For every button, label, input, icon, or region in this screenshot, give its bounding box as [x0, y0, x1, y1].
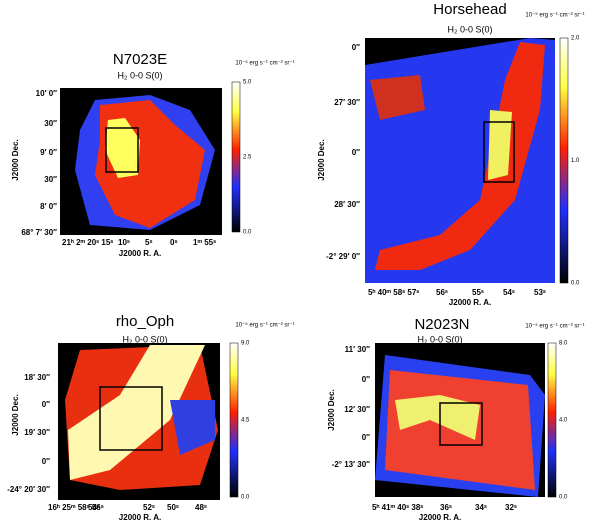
- colorbar-tick-label: 5.0: [243, 80, 252, 86]
- x-axis-label: J2000 R. A.: [119, 513, 161, 522]
- dec-tick-label: 12′ 30″: [344, 405, 370, 414]
- colorbar-tick-label: 8.0: [559, 341, 568, 347]
- ra-tick-label: 1ᵐ 55ˢ: [193, 238, 216, 247]
- ra-tick-label: 54ˢ: [503, 288, 515, 297]
- ra-tick-label: 36ˢ: [440, 503, 452, 512]
- dec-tick-label: 0″: [362, 375, 370, 384]
- ra-tick-label: 50ˢ: [167, 503, 179, 512]
- dec-tick-label: 0″: [42, 457, 50, 466]
- ra-tick-label: 32ˢ: [505, 503, 517, 512]
- dec-tick-label: 9′ 0″: [40, 148, 57, 157]
- dec-tick-label: 28′ 30″: [334, 200, 360, 209]
- ra-tick-label: 5ʰ 40ᵐ 58ˢ 57ˢ: [368, 288, 419, 297]
- colorbar-tick-label: 0.0: [571, 281, 580, 287]
- colorbar-unit: 10⁻⁵ erg s⁻¹ cm⁻² sr⁻¹: [235, 60, 294, 67]
- panel-title: rho_Oph: [116, 313, 174, 330]
- ra-tick-label: 56ˢ: [436, 288, 448, 297]
- dec-tick-label: 27′ 30″: [334, 98, 360, 107]
- colorbar: [547, 342, 557, 498]
- y-axis-label: J2000 Dec.: [11, 139, 20, 180]
- ra-tick-label: 5ʰ 41ᵐ 40ˢ 38ˢ: [372, 503, 423, 512]
- dec-tick-label: -24° 20′ 30″: [7, 485, 50, 494]
- dec-tick-label: -2° 29′ 0″: [326, 252, 360, 261]
- colorbar-tick-label: 2.5: [243, 155, 252, 161]
- dec-tick-label: 11′ 30″: [345, 345, 370, 354]
- map-image: [365, 38, 555, 283]
- dec-tick-label: 68° 7′ 30″: [21, 228, 57, 237]
- dec-tick-label: 30″: [44, 175, 57, 184]
- colorbar: [559, 37, 569, 284]
- colorbar-tick-label: 4.0: [559, 418, 568, 424]
- colorbar-tick-label: 0.0: [241, 495, 250, 501]
- colorbar-tick-label: 0.0: [559, 495, 568, 501]
- colorbar-tick-label: 9.0: [241, 341, 250, 347]
- ra-tick-label: 55ˢ: [472, 288, 484, 297]
- panel-title: N7023E: [113, 51, 167, 68]
- colorbar-tick-label: 4.5: [241, 418, 250, 424]
- y-axis-label: J2000 Dec.: [317, 139, 326, 180]
- map-image: [375, 343, 545, 497]
- x-axis-label: J2000 R. A.: [449, 298, 491, 307]
- dec-tick-label: 0″: [352, 43, 360, 52]
- colorbar-unit: 10⁻⁵ erg s⁻¹ cm⁻² sr⁻¹: [525, 12, 584, 19]
- colorbar-unit: 10⁻⁵ erg s⁻¹ cm⁻² sr⁻¹: [525, 323, 584, 330]
- ra-tick-label: 52ˢ: [143, 503, 155, 512]
- colorbar-tick-label: 1.0: [571, 158, 580, 164]
- map-image: [60, 88, 222, 235]
- dec-tick-label: -2° 13′ 30″: [332, 460, 370, 469]
- ra-tick-label: 16ʰ 25ᵐ 58ˢ 56ˢ: [48, 503, 104, 512]
- ra-tick-label: 54ˢ: [88, 503, 100, 512]
- panel-title: Horsehead: [433, 1, 506, 18]
- ra-tick-label: 53ˢ: [534, 288, 546, 297]
- dec-tick-label: 0″: [42, 400, 50, 409]
- map-image: [58, 343, 220, 500]
- colorbar-tick-label: 0.0: [243, 230, 252, 236]
- colorbar: [229, 342, 239, 498]
- dec-tick-label: 0″: [352, 148, 360, 157]
- panel-subtitle: H₂ 0-0 S(0): [447, 24, 492, 34]
- x-axis-label: J2000 R. A.: [119, 249, 161, 258]
- y-axis-label: J2000 Dec.: [11, 394, 20, 435]
- dec-tick-label: 18′ 30″: [24, 373, 50, 382]
- ra-tick-label: 10ˢ: [118, 238, 130, 247]
- panel-subtitle: H₂ 0-0 S(0): [117, 70, 162, 80]
- colorbar-unit: 10⁻⁵ erg s⁻¹ cm⁻² sr⁻¹: [235, 322, 294, 329]
- dec-tick-label: 8′ 0″: [40, 202, 57, 211]
- colorbar: [231, 81, 241, 233]
- ra-tick-label: 0ˢ: [170, 238, 177, 247]
- y-axis-label: J2000 Dec.: [327, 389, 336, 430]
- ra-tick-label: 34ˢ: [475, 503, 487, 512]
- colorbar-tick-label: 2.0: [571, 36, 580, 42]
- panel-title: N2023N: [414, 316, 469, 333]
- panel-subtitle: H₂ 0-0 S(0): [122, 334, 167, 344]
- dec-tick-label: 10′ 0″: [36, 89, 57, 98]
- ra-tick-label: 21ʰ 2ᵐ 20ˢ 15ˢ: [62, 238, 113, 247]
- dec-tick-label: 0″: [362, 433, 370, 442]
- panel-subtitle: H₂ 0-0 S(0): [417, 334, 462, 344]
- ra-tick-label: 5ˢ: [145, 238, 152, 247]
- dec-tick-label: 30″: [44, 119, 57, 128]
- dec-tick-label: 19′ 30″: [24, 428, 50, 437]
- ra-tick-label: 48ˢ: [195, 503, 207, 512]
- x-axis-label: J2000 R. A.: [419, 513, 461, 522]
